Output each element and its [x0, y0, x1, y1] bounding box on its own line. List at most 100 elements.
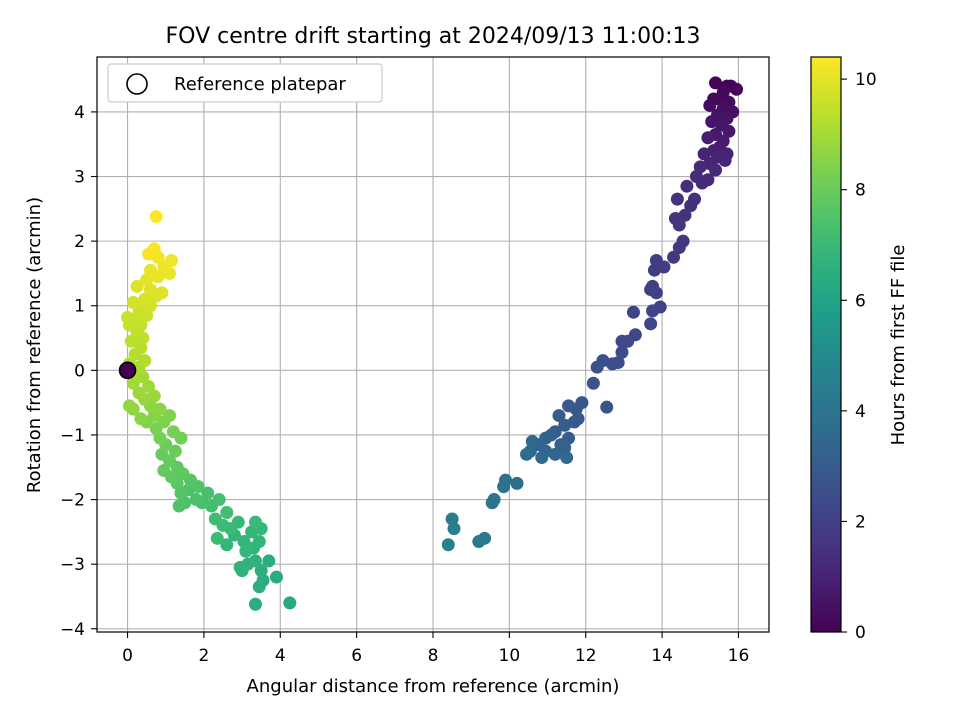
data-point: [697, 147, 711, 161]
x-tick-label: 8: [428, 646, 439, 666]
data-point: [212, 493, 226, 507]
colorbar-tick-label: 10: [855, 70, 877, 90]
data-point: [709, 163, 723, 177]
data-point: [134, 341, 148, 355]
data-point: [149, 210, 163, 224]
y-tick-label: 2: [74, 232, 85, 252]
data-point: [201, 486, 215, 500]
data-point: [590, 360, 604, 374]
y-axis-ticks: −4 −3 −2 −1 0 1 2 3 4: [60, 103, 97, 640]
data-point: [208, 512, 222, 526]
data-point: [646, 304, 660, 318]
data-point: [615, 334, 629, 348]
legend: Reference platepar: [107, 63, 383, 103]
data-point: [138, 354, 152, 368]
data-point: [562, 399, 576, 413]
data-point: [166, 425, 180, 439]
data-point: [695, 176, 709, 190]
data-point: [157, 463, 171, 477]
y-tick-label: −1: [60, 426, 85, 446]
x-tick-label: 0: [122, 646, 133, 666]
x-axis-label: Angular distance from reference (arcmin): [247, 676, 620, 697]
data-point: [138, 292, 152, 306]
data-point: [701, 131, 715, 145]
data-point: [164, 254, 178, 268]
data-point: [718, 153, 732, 167]
data-point: [657, 260, 671, 274]
grid-lines: [97, 57, 769, 632]
colorbar-tick-label: 0: [855, 623, 866, 643]
reference-platepar-marker: [118, 361, 137, 380]
data-point: [126, 296, 140, 310]
data-point: [520, 447, 534, 461]
data-point: [126, 376, 140, 390]
data-point: [220, 538, 234, 552]
legend-marker-reference: [126, 73, 148, 95]
colorbar-gradient: [810, 56, 842, 633]
data-point: [237, 535, 251, 549]
legend-box: [107, 63, 383, 103]
data-point: [248, 515, 262, 529]
colorbar-ticks: 0 2 4 6 8 10: [841, 70, 877, 643]
y-tick-label: 0: [74, 361, 85, 381]
x-tick-label: 12: [575, 646, 597, 666]
colorbar: 0 2 4 6 8 10 Hours from first FF file: [810, 56, 909, 643]
data-point: [510, 476, 524, 490]
data-point: [600, 400, 614, 414]
data-point: [722, 124, 736, 138]
legend-label-reference: Reference platepar: [174, 74, 346, 95]
data-point: [672, 218, 686, 232]
data-point: [485, 496, 499, 510]
data-point: [730, 82, 744, 96]
x-tick-label: 10: [499, 646, 521, 666]
data-point: [220, 505, 234, 519]
colorbar-tick-label: 2: [855, 512, 866, 532]
data-point: [626, 305, 640, 319]
data-point: [252, 580, 266, 594]
data-point: [134, 412, 148, 426]
data-point: [239, 544, 253, 558]
x-axis-ticks: 0 2 4 6 8 10 12 14 16: [122, 632, 749, 666]
data-point: [558, 418, 572, 432]
scatter-points: [121, 76, 744, 611]
data-point: [210, 531, 224, 545]
data-point: [611, 356, 625, 370]
x-tick-label: 4: [275, 646, 286, 666]
x-tick-label: 2: [198, 646, 209, 666]
data-point: [172, 499, 186, 513]
data-point: [670, 192, 684, 206]
data-point: [254, 564, 268, 578]
y-tick-label: 3: [74, 168, 85, 188]
data-point: [560, 451, 574, 465]
data-point: [447, 522, 461, 536]
data-point: [283, 596, 297, 610]
data-point: [558, 441, 572, 455]
data-point: [269, 570, 283, 584]
data-point: [615, 345, 629, 359]
data-point: [262, 554, 276, 568]
colorbar-tick-label: 6: [855, 291, 866, 311]
data-point: [147, 242, 161, 256]
data-point: [684, 199, 698, 213]
data-point: [142, 379, 156, 393]
x-tick-label: 6: [351, 646, 362, 666]
data-point: [124, 334, 138, 348]
data-point: [525, 434, 539, 448]
data-point: [163, 409, 177, 423]
data-point: [667, 250, 681, 264]
data-point: [252, 535, 266, 549]
data-point: [644, 283, 658, 297]
data-point: [445, 512, 459, 526]
x-tick-label: 16: [728, 646, 750, 666]
data-point: [680, 179, 694, 193]
data-point: [122, 399, 136, 413]
data-point: [241, 557, 255, 571]
data-point: [709, 76, 723, 90]
data-point: [130, 279, 144, 293]
data-point: [535, 451, 549, 465]
data-point: [155, 286, 169, 300]
reference-marker-layer: [118, 361, 137, 380]
